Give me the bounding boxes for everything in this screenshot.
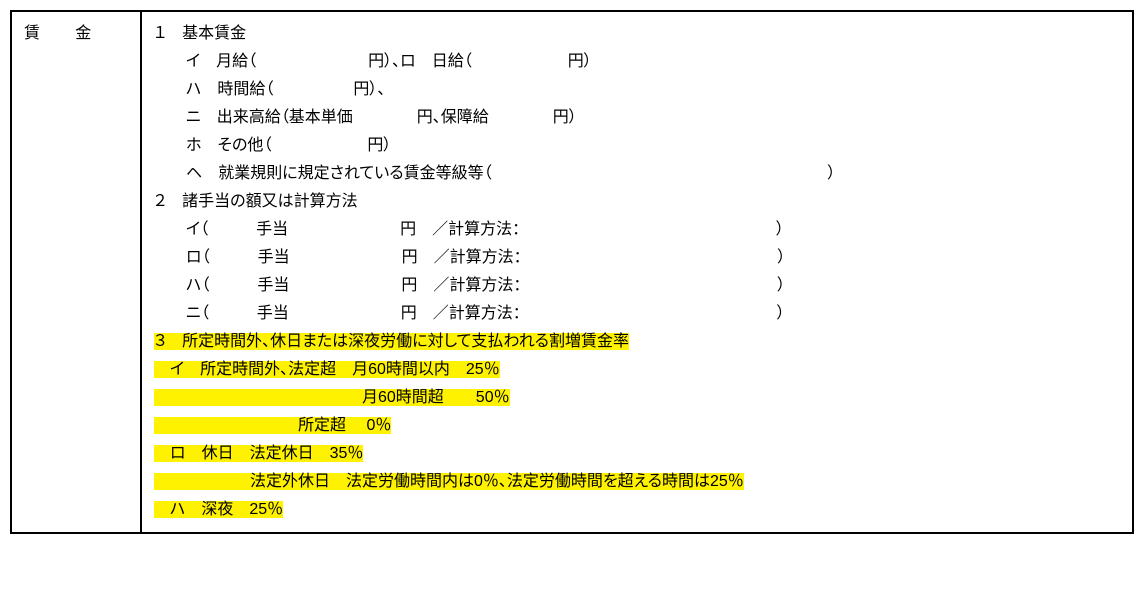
s3-ro-a: ロ 休日 法定休日 35％ [154,445,363,462]
s1-ho: ホ その他（ 円） [154,137,391,154]
wage-row: 賃 金 １ 基本賃金 イ 月給（ 円）、ロ 日給（ 円） ハ 時間給（ 円）、 … [11,11,1133,533]
s1-ha: ハ 時間給（ 円）、 [154,81,385,98]
s1-i: イ 月給（ 円）、ロ 日給（ 円） [154,53,592,70]
wage-table: 賃 金 １ 基本賃金 イ 月給（ 円）、ロ 日給（ 円） ハ 時間給（ 円）、 … [10,10,1134,534]
s3-header: ３ 所定時間外、休日または深夜労働に対して支払われる割増賃金率 [154,333,629,350]
s2-ha: ハ（ 手当 円 ／計算方法： ） [154,277,785,294]
s2-header: ２ 諸手当の額又は計算方法 [154,193,358,210]
s2-ro: ロ（ 手当 円 ／計算方法： ） [154,249,786,266]
s3-i-c: 所定超 0％ [154,417,391,434]
row-content-cell: １ 基本賃金 イ 月給（ 円）、ロ 日給（ 円） ハ 時間給（ 円）、 ニ 出来… [141,11,1133,533]
s3-ha: ハ 深夜 25％ [154,501,283,518]
s2-i: イ（ 手当 円 ／計算方法： ） [154,221,784,238]
row-label-cell: 賃 金 [11,11,141,533]
s1-ni: ニ 出来高給（基本単価 円、保障給 円） [154,109,577,126]
row-label: 賃 金 [24,25,101,42]
s3-i-b: 月60時間超 50％ [154,389,510,406]
s3-ro-b: 法定外休日 法定労働時間内は0％、法定労働時間を超える時間は25％ [154,473,744,490]
s1-header: １ 基本賃金 [154,25,246,42]
s2-ni: ニ（ 手当 円 ／計算方法： ） [154,305,785,322]
s3-i-a: イ 所定時間外、法定超 月60時間以内 25％ [154,361,500,378]
s1-he: ヘ 就業規則に規定されている賃金等級等（ ） [154,165,836,182]
